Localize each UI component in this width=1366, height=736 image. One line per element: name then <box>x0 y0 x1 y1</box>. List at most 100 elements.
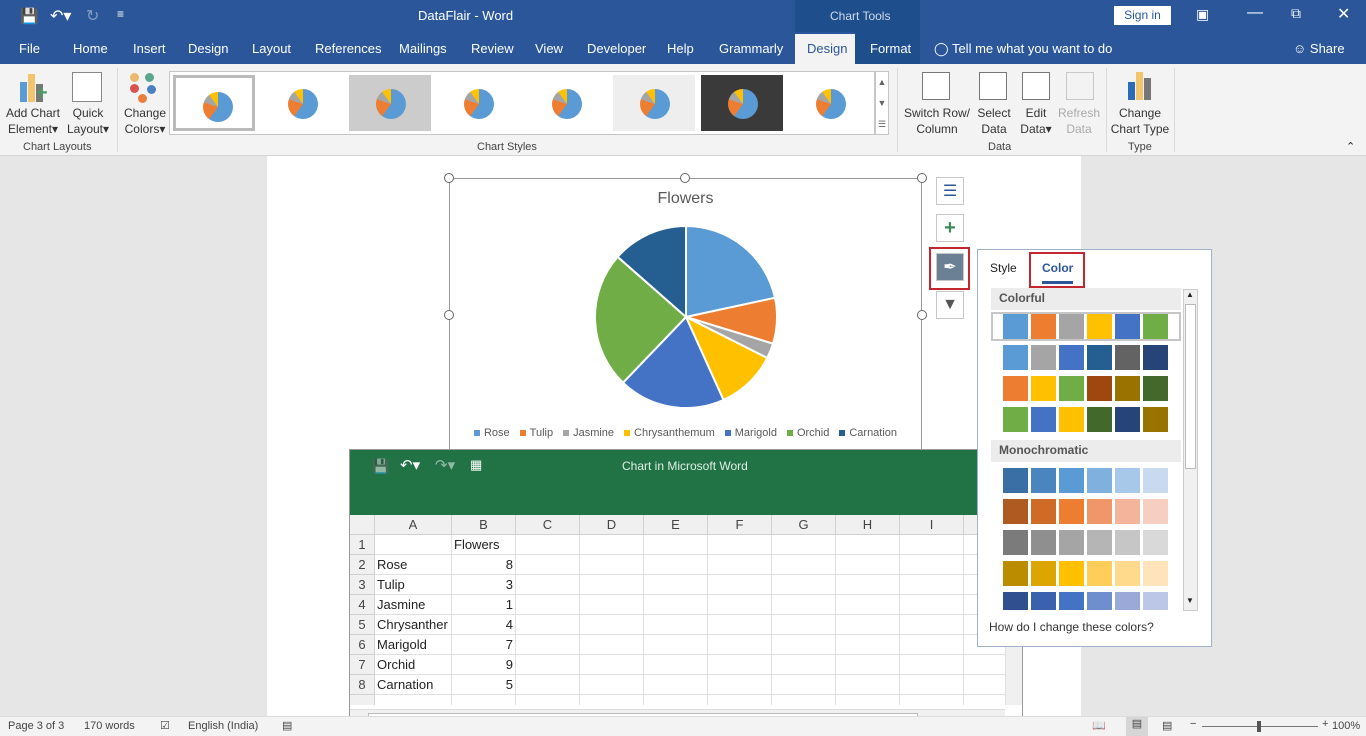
resize-handle[interactable] <box>444 310 454 320</box>
tab-help[interactable]: Help <box>667 41 694 56</box>
spreadsheet-cell[interactable]: Chrysanther <box>375 615 452 635</box>
tab-mailings[interactable]: Mailings <box>399 41 447 56</box>
spreadsheet-cell[interactable]: Tulip <box>375 575 452 595</box>
chart-style-thumbnail[interactable] <box>437 75 519 131</box>
read-mode-icon[interactable]: 📖 <box>1092 720 1106 732</box>
chart-style-thumbnail[interactable] <box>789 75 871 131</box>
column-header[interactable]: A <box>375 515 452 535</box>
collapse-ribbon-icon[interactable]: ⌃ <box>1346 141 1356 153</box>
spreadsheet-cell[interactable] <box>580 635 644 655</box>
proofing-icon[interactable]: ☑ <box>160 720 170 732</box>
legend-item[interactable]: Orchid <box>786 427 829 439</box>
pie-slice-marigold[interactable] <box>621 315 725 409</box>
column-header[interactable]: G <box>772 515 836 535</box>
spreadsheet-cell[interactable] <box>708 695 772 705</box>
add-chart-element-button[interactable]: Add Chart Element▾ <box>5 106 61 136</box>
spreadsheet-cell[interactable] <box>772 535 836 555</box>
tab-insert[interactable]: Insert <box>133 41 166 56</box>
column-header[interactable]: I <box>900 515 964 535</box>
spreadsheet-cell[interactable] <box>772 595 836 615</box>
redo-icon[interactable]: ↷▾ <box>435 457 456 474</box>
spreadsheet-cell[interactable]: 9 <box>452 655 516 675</box>
spreadsheet-cell[interactable] <box>836 615 900 635</box>
spreadsheet-cell[interactable] <box>708 595 772 615</box>
spreadsheet-cell[interactable] <box>644 575 708 595</box>
tab-layout[interactable]: Layout <box>252 41 292 56</box>
spreadsheet-cell[interactable] <box>375 695 452 705</box>
spreadsheet-cell[interactable] <box>772 555 836 575</box>
help-link[interactable]: How do I change these colors? <box>989 620 1154 634</box>
spreadsheet-cell[interactable] <box>644 675 708 695</box>
column-header[interactable]: D <box>580 515 644 535</box>
spreadsheet-cell[interactable]: Marigold <box>375 635 452 655</box>
spreadsheet-cell[interactable] <box>708 575 772 595</box>
legend-item[interactable]: Jasmine <box>563 427 614 439</box>
pie-slice-orchid[interactable] <box>594 255 688 385</box>
spreadsheet-cell[interactable] <box>516 615 580 635</box>
spreadsheet-cell[interactable] <box>708 675 772 695</box>
select-all-corner[interactable] <box>350 515 375 535</box>
spreadsheet-cell[interactable] <box>375 535 452 555</box>
share-button[interactable]: ☺ Share <box>1293 41 1345 56</box>
tab-chart-design[interactable]: Design <box>807 41 848 56</box>
undo-icon[interactable]: ↶▾ <box>400 457 421 474</box>
chart-elements-button[interactable]: + <box>936 214 964 242</box>
color-palette-option[interactable] <box>991 590 1181 610</box>
switch-row-column-button[interactable]: Switch Row/Column <box>903 106 971 136</box>
spreadsheet-cell[interactable] <box>708 655 772 675</box>
spreadsheet-cell[interactable]: 3 <box>452 575 516 595</box>
edit-in-excel-icon[interactable]: ▦ <box>470 457 483 472</box>
zoom-slider[interactable] <box>1202 721 1318 732</box>
spreadsheet-cell[interactable] <box>836 555 900 575</box>
spreadsheet-cell[interactable] <box>772 615 836 635</box>
quick-layout-button[interactable]: Quick Layout▾ <box>66 106 110 136</box>
spreadsheet-cell[interactable] <box>900 635 964 655</box>
spreadsheet-cell[interactable] <box>708 635 772 655</box>
spreadsheet-cell[interactable] <box>772 635 836 655</box>
layout-options-button[interactable]: ☰ <box>936 177 964 205</box>
resize-handle[interactable] <box>917 173 927 183</box>
column-header[interactable]: C <box>516 515 580 535</box>
row-header[interactable]: 5 <box>350 615 375 635</box>
row-header[interactable]: 6 <box>350 635 375 655</box>
spreadsheet-cell[interactable] <box>964 655 1022 675</box>
legend-item[interactable]: Tulip <box>519 427 553 439</box>
spreadsheet-cell[interactable] <box>644 615 708 635</box>
legend-item[interactable]: Carnation <box>839 427 897 439</box>
tab-file[interactable]: File <box>19 41 40 56</box>
chart-style-thumbnail[interactable] <box>525 75 607 131</box>
chart-style-thumbnail[interactable] <box>701 75 783 131</box>
language[interactable]: English (India) <box>188 720 259 732</box>
spreadsheet-cell[interactable]: Rose <box>375 555 452 575</box>
color-palette-option[interactable] <box>991 343 1181 372</box>
word-count[interactable]: 170 words <box>84 720 135 732</box>
color-palette-option[interactable] <box>991 528 1181 557</box>
change-chart-type-button[interactable]: Change Chart Type <box>1110 106 1170 136</box>
spreadsheet-cell[interactable] <box>900 575 964 595</box>
spreadsheet-cell[interactable] <box>900 615 964 635</box>
spreadsheet-cell[interactable] <box>644 635 708 655</box>
spreadsheet-cell[interactable] <box>836 695 900 705</box>
row-header[interactable] <box>350 695 375 705</box>
spreadsheet-cell[interactable] <box>900 695 964 705</box>
macro-icon[interactable]: ▤ <box>282 720 293 732</box>
spreadsheet-cell[interactable] <box>516 635 580 655</box>
spreadsheet-cell[interactable] <box>580 555 644 575</box>
spreadsheet-cell[interactable] <box>708 535 772 555</box>
tab-grammarly[interactable]: Grammarly <box>719 41 784 56</box>
spreadsheet-cell[interactable] <box>772 575 836 595</box>
close-button[interactable]: ✕ <box>1337 6 1351 23</box>
spreadsheet-cell[interactable] <box>644 695 708 705</box>
pie-slice-carnation[interactable] <box>616 224 687 320</box>
customize-toolbar-icon[interactable]: ≡ <box>117 7 125 21</box>
legend-item[interactable]: Marigold <box>724 427 777 439</box>
tell-me-box[interactable]: ◯ Tell me what you want to do <box>934 41 1113 56</box>
row-header[interactable]: 3 <box>350 575 375 595</box>
spreadsheet-cell[interactable] <box>516 695 580 705</box>
spreadsheet-cell[interactable] <box>836 535 900 555</box>
color-palette-option[interactable] <box>991 497 1181 526</box>
chart-style-thumbnail[interactable] <box>613 75 695 131</box>
spreadsheet-cell[interactable] <box>964 635 1022 655</box>
tab-view[interactable]: View <box>535 41 563 56</box>
minimize-button[interactable]: — <box>1247 4 1263 21</box>
